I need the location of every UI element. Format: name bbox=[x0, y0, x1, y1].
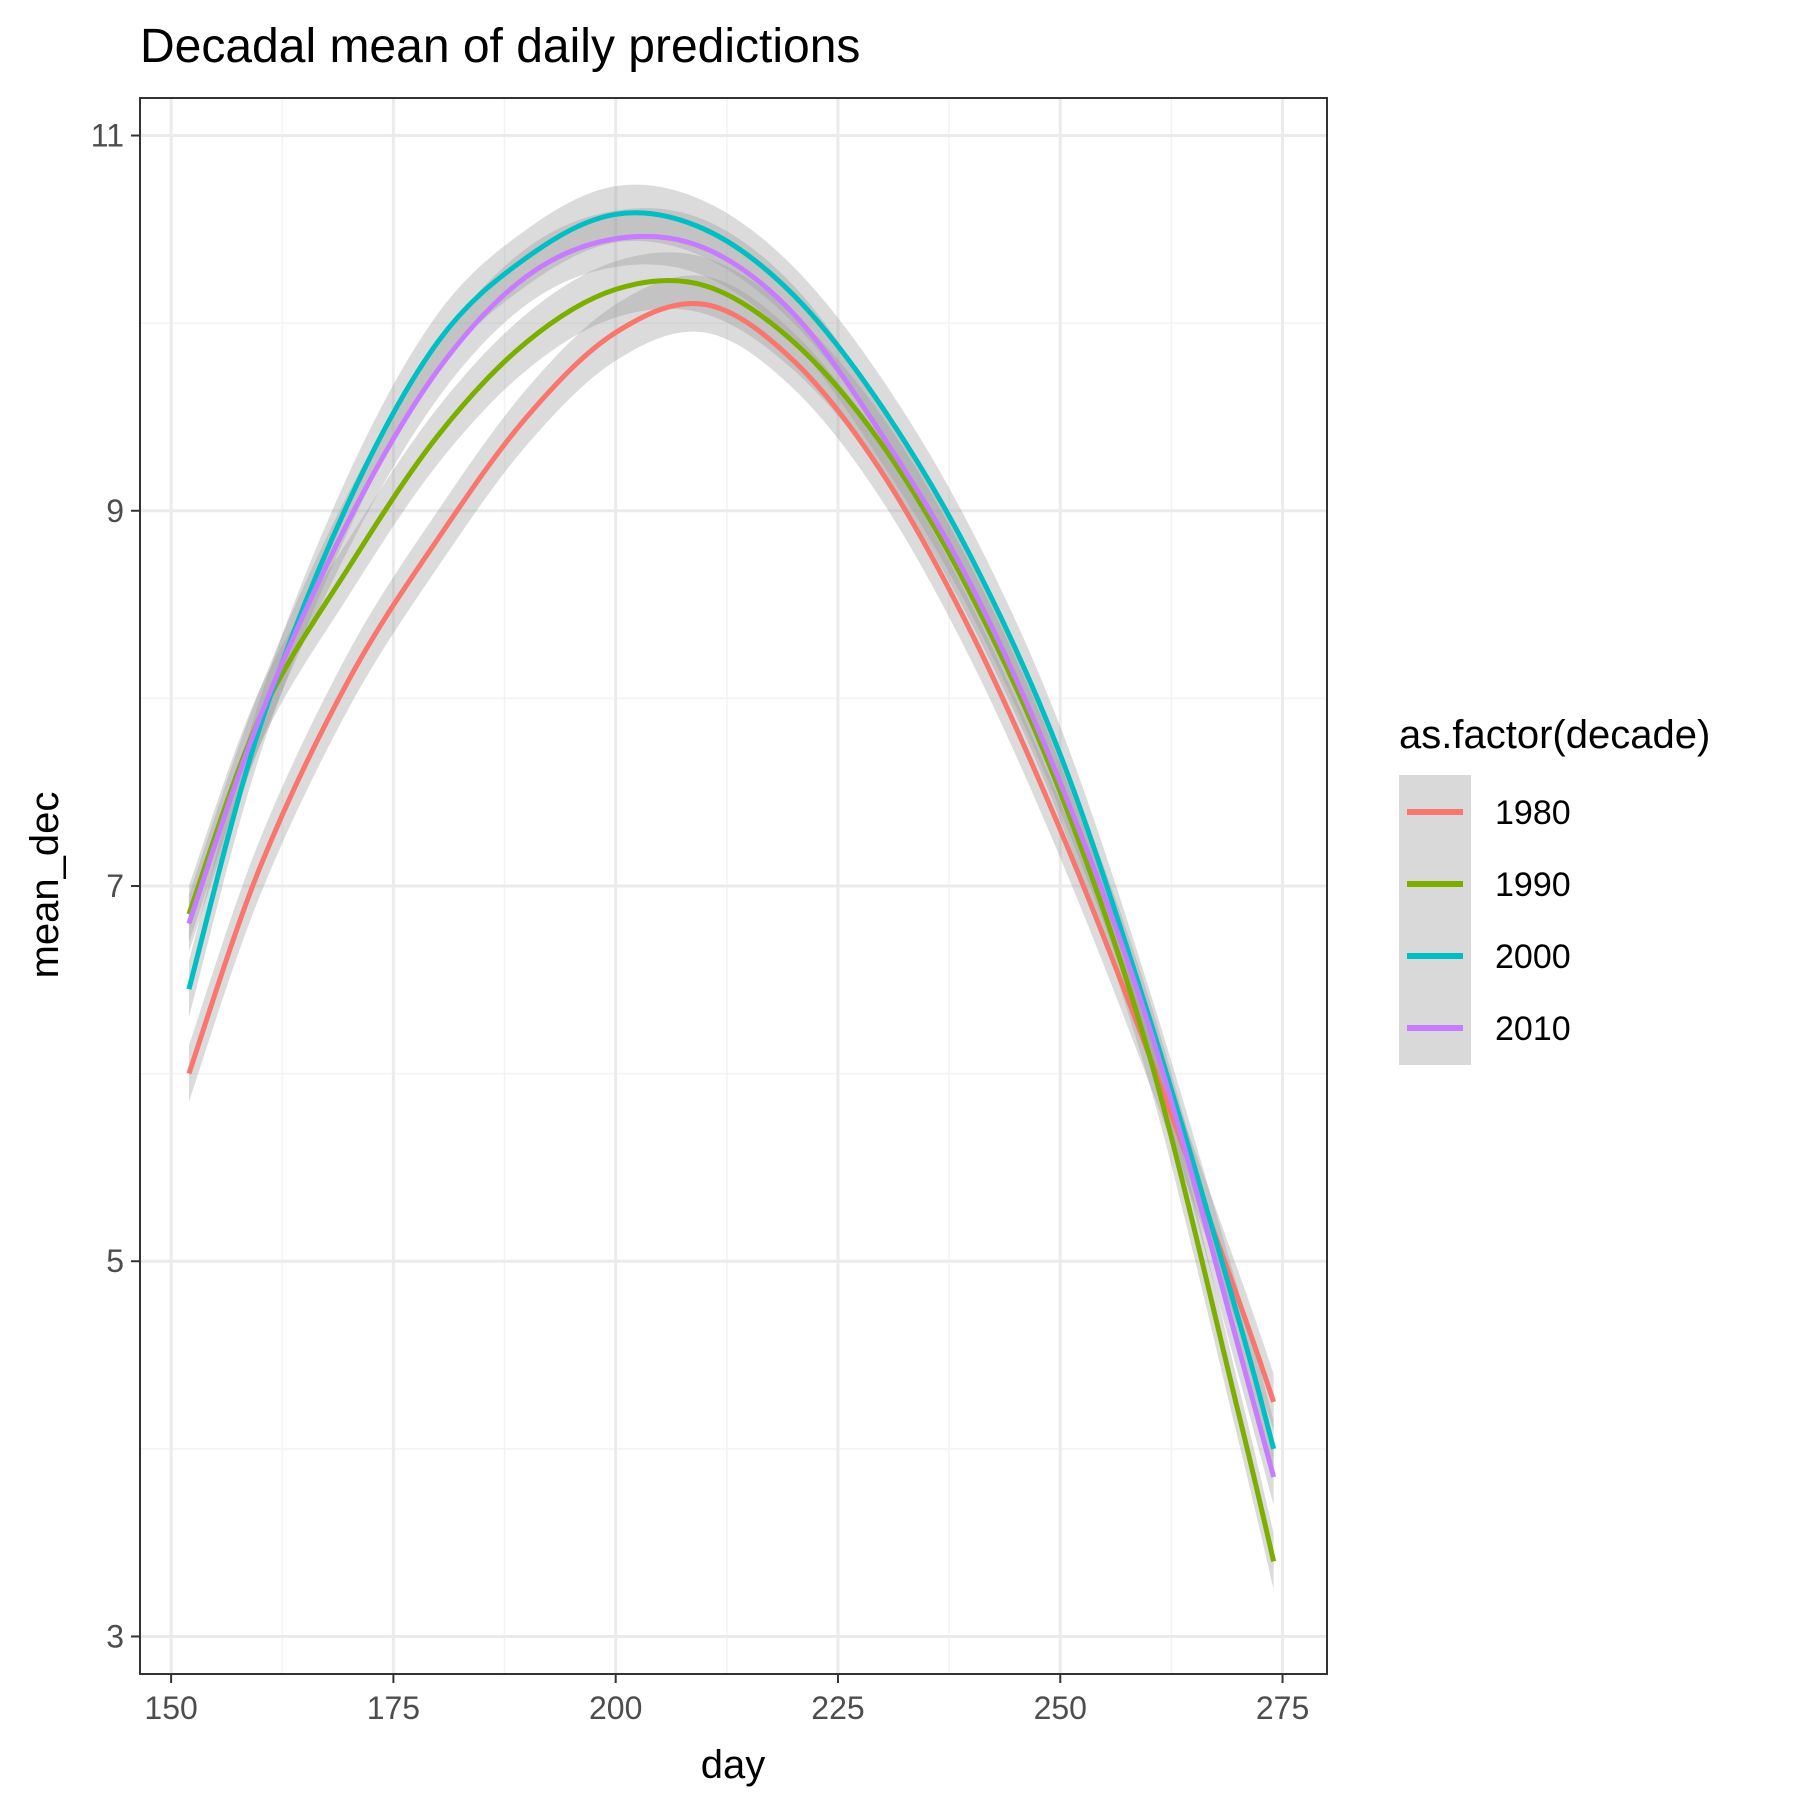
series-line-1990 bbox=[186, 277, 1277, 1563]
x-axis: 150 175 200 225 250 275 bbox=[144, 1674, 1309, 1726]
legend-title: as.factor(decade) bbox=[1399, 713, 1710, 757]
legend-label-2000: 2000 bbox=[1495, 938, 1571, 976]
x-tick-label: 225 bbox=[811, 1690, 864, 1726]
major-gridlines bbox=[140, 98, 1327, 1674]
y-tick-label: 5 bbox=[106, 1243, 124, 1279]
y-tick-label: 9 bbox=[106, 493, 124, 529]
x-tick-label: 175 bbox=[367, 1690, 420, 1726]
legend-label-1980: 1980 bbox=[1495, 794, 1571, 832]
legend-keys-background bbox=[1399, 775, 1471, 1065]
legend-items: 1980 1990 2000 2010 bbox=[1407, 794, 1571, 1048]
chart-title: Decadal mean of daily predictions bbox=[140, 20, 860, 73]
y-tick-label: 11 bbox=[91, 118, 124, 154]
legend-label-1990: 1990 bbox=[1495, 866, 1571, 904]
y-tick-label: 7 bbox=[106, 868, 124, 904]
legend-label-2010: 2010 bbox=[1495, 1010, 1571, 1048]
y-tick-label: 3 bbox=[106, 1618, 124, 1654]
x-tick-label: 150 bbox=[144, 1690, 197, 1726]
ribbon-1980 bbox=[188, 275, 1274, 1431]
ribbon-2000 bbox=[188, 184, 1274, 1478]
y-axis-title: mean_dec bbox=[23, 792, 67, 979]
series-lines bbox=[186, 210, 1277, 1563]
series-line-2010 bbox=[186, 233, 1277, 1478]
y-axis: 3 5 7 9 11 bbox=[91, 118, 140, 1654]
legend: as.factor(decade) 1980 1990 2000 2010 bbox=[1399, 713, 1710, 1065]
ribbon-2010 bbox=[188, 208, 1274, 1506]
series-line-2000 bbox=[186, 210, 1277, 1450]
x-tick-label: 275 bbox=[1256, 1690, 1309, 1726]
x-axis-title: day bbox=[701, 1743, 766, 1787]
x-tick-label: 200 bbox=[589, 1690, 642, 1726]
x-tick-label: 250 bbox=[1034, 1690, 1087, 1726]
